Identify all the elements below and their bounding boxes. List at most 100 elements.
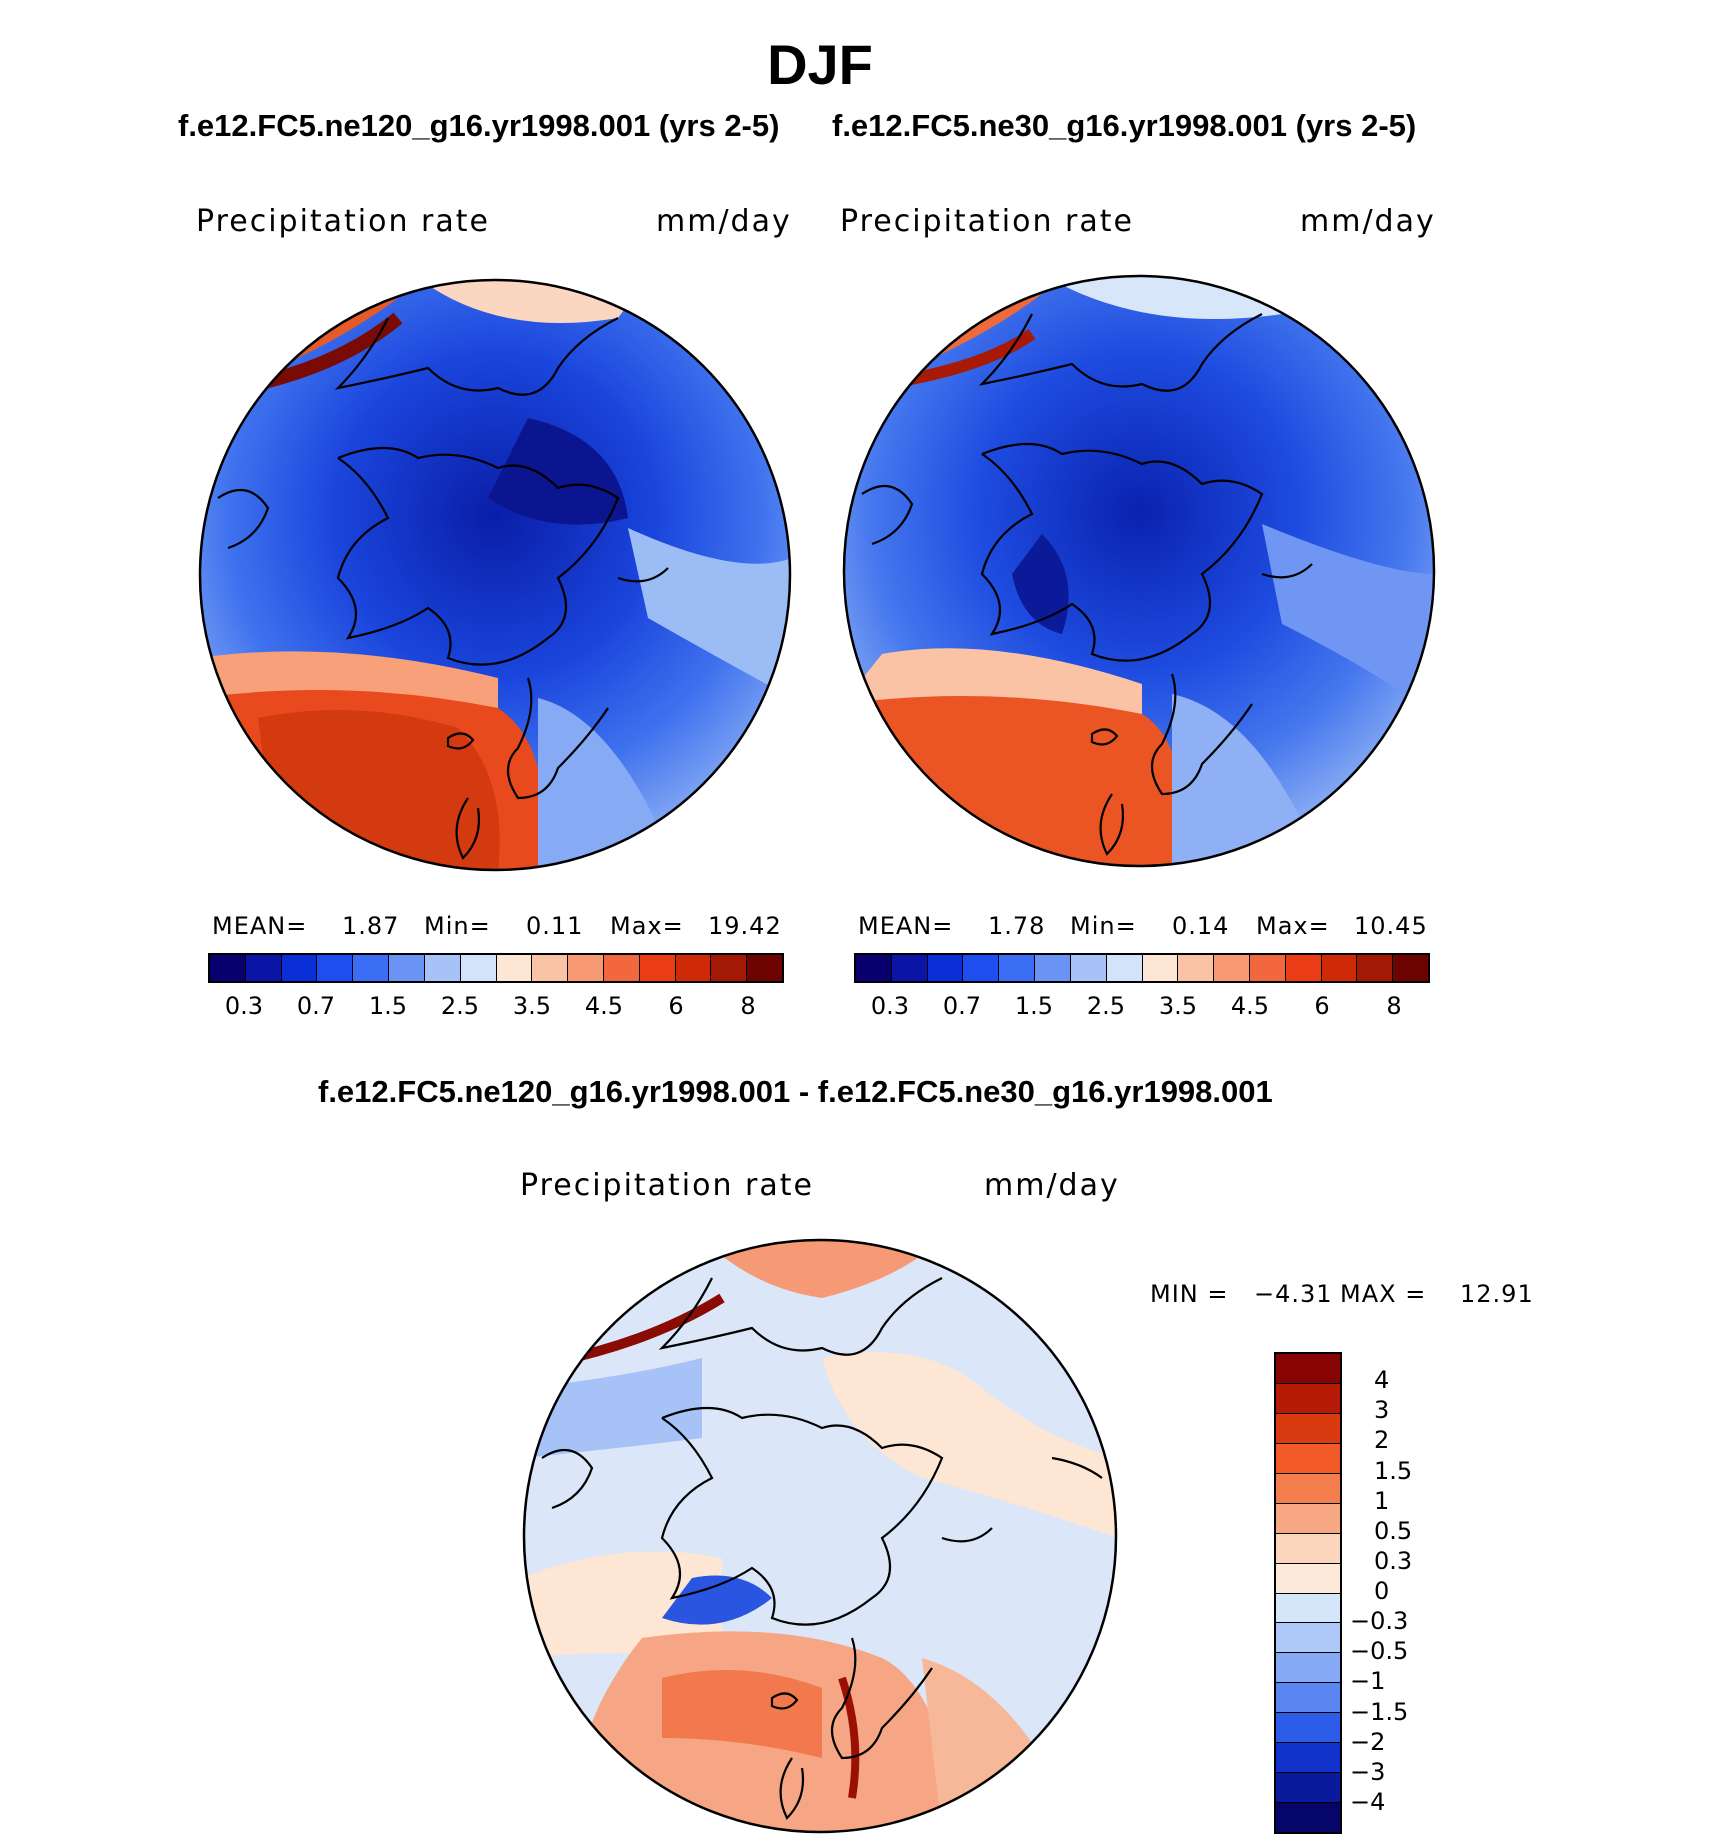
colorbar-tick-label: 2.5 bbox=[440, 992, 480, 1020]
colorbar-swatch bbox=[603, 955, 640, 981]
panel-2-units-label: mm/day bbox=[1300, 204, 1436, 239]
panel-2-colorbar-ticks: 0.3 0.7 1.5 2.5 3.5 4.5 6 8 bbox=[854, 992, 1430, 1022]
colorbar-swatch bbox=[1035, 955, 1071, 981]
coastlines bbox=[217, 317, 669, 860]
panel-1-mean-label: MEAN= bbox=[212, 912, 308, 940]
diff-min-value: −4.31 bbox=[1254, 1280, 1333, 1308]
colorbar-tick-label: 3.5 bbox=[512, 992, 552, 1020]
panel-2-colorbar bbox=[854, 953, 1430, 983]
colorbar-swatch bbox=[891, 955, 928, 981]
colorbar-tick-label: 0.3 bbox=[224, 992, 264, 1020]
colorbar-swatch bbox=[1178, 955, 1215, 981]
panel-2-mean-label: MEAN= bbox=[858, 912, 954, 940]
colorbar-swatch bbox=[1214, 955, 1250, 981]
colorbar-swatch bbox=[856, 955, 892, 981]
colorbar-swatch bbox=[1276, 1683, 1340, 1714]
colorbar-tick-label: −0.5 bbox=[1350, 1637, 1409, 1666]
colorbar-swatch bbox=[1276, 1773, 1340, 1804]
panel-1-mean-value: 1.87 bbox=[342, 912, 400, 940]
panel-2-variable-label: Precipitation rate bbox=[840, 204, 1134, 239]
colorbar-tick-label: 1.5 bbox=[1014, 992, 1054, 1020]
colorbar-tick-label: 0.7 bbox=[942, 992, 982, 1020]
figure-title: DJF bbox=[767, 33, 873, 96]
colorbar-swatch bbox=[496, 955, 533, 981]
colorbar-swatch bbox=[1070, 955, 1107, 981]
colorbar-swatch bbox=[389, 955, 425, 981]
colorbar-tick-label: 4 bbox=[1374, 1366, 1390, 1395]
colorbar-tick-label: 2.5 bbox=[1086, 992, 1126, 1020]
panel-2-min-label: Min= bbox=[1070, 912, 1137, 940]
diff-variable-label: Precipitation rate bbox=[520, 1168, 814, 1203]
colorbar-swatch bbox=[210, 955, 246, 981]
colorbar-swatch bbox=[1393, 955, 1428, 981]
panel-1-max-value: 19.42 bbox=[708, 912, 782, 940]
colorbar-swatch bbox=[532, 955, 569, 981]
diff-panel-title: f.e12.FC5.ne120_g16.yr1998.001 - f.e12.F… bbox=[318, 1074, 1273, 1109]
panel-1-polar-map bbox=[198, 278, 792, 872]
panel-2-mean-value: 1.78 bbox=[988, 912, 1046, 940]
colorbar-tick-label: 0 bbox=[1374, 1577, 1390, 1605]
colorbar-swatch bbox=[353, 955, 390, 981]
panel-2-max-label: Max= bbox=[1256, 912, 1330, 940]
colorbar-swatch bbox=[1276, 1803, 1340, 1832]
panel-1-variable-label: Precipitation rate bbox=[196, 204, 490, 239]
colorbar-swatch bbox=[1276, 1593, 1340, 1624]
colorbar-swatch bbox=[1276, 1653, 1340, 1684]
colorbar-swatch bbox=[460, 955, 497, 981]
colorbar-tick-label: 8 bbox=[1386, 992, 1402, 1020]
colorbar-tick-label: −2 bbox=[1350, 1727, 1386, 1756]
panel-1-case-title: f.e12.FC5.ne120_g16.yr1998.001 (yrs 2-5) bbox=[178, 108, 780, 143]
colorbar-swatch bbox=[568, 955, 604, 981]
colorbar-tick-label: 6 bbox=[668, 992, 684, 1020]
colorbar-tick-label: 4.5 bbox=[584, 992, 624, 1020]
colorbar-swatch bbox=[1276, 1443, 1340, 1474]
colorbar-swatch bbox=[245, 955, 282, 981]
colorbar-tick-label: 0.3 bbox=[1374, 1546, 1413, 1575]
colorbar-swatch bbox=[1276, 1503, 1340, 1534]
colorbar-tick-label: 8 bbox=[740, 992, 756, 1020]
colorbar-swatch bbox=[1276, 1623, 1340, 1654]
colorbar-tick-label: 0.7 bbox=[296, 992, 336, 1020]
diff-max-value: 12.91 bbox=[1460, 1280, 1534, 1308]
colorbar-swatch bbox=[1276, 1473, 1340, 1504]
panel-1-colorbar bbox=[208, 953, 784, 983]
colorbar-tick-label: 1.5 bbox=[368, 992, 408, 1020]
diff-colorbar-ticks: 4 3 2 1.5 1 0.5 0.3 0 −0.3 −0.5 −1 −1.5 −2 −3 −4 bbox=[1350, 1352, 1450, 1834]
colorbar-tick-label: 1 bbox=[1374, 1486, 1390, 1515]
panel-2-max-value: 10.45 bbox=[1354, 912, 1428, 940]
colorbar-tick-label: −1.5 bbox=[1350, 1697, 1409, 1726]
colorbar-swatch bbox=[1276, 1383, 1340, 1414]
colorbar-swatch bbox=[1276, 1354, 1340, 1384]
panel-1-min-label: Min= bbox=[424, 912, 491, 940]
colorbar-tick-label: 0.5 bbox=[1374, 1516, 1413, 1545]
colorbar-swatch bbox=[675, 955, 712, 981]
diff-min-label: MIN = bbox=[1150, 1280, 1229, 1308]
colorbar-tick-label: −1 bbox=[1350, 1667, 1386, 1696]
colorbar-tick-label: 1.5 bbox=[1374, 1456, 1413, 1485]
colorbar-swatch bbox=[747, 955, 782, 981]
colorbar-swatch bbox=[1276, 1713, 1340, 1744]
colorbar-tick-label: 6 bbox=[1314, 992, 1330, 1020]
colorbar-tick-label: 3.5 bbox=[1158, 992, 1198, 1020]
diff-colorbar bbox=[1274, 1352, 1342, 1834]
coastlines bbox=[541, 1277, 1103, 1820]
colorbar-swatch bbox=[1321, 955, 1358, 981]
colorbar-swatch bbox=[999, 955, 1036, 981]
colorbar-tick-label: 0.3 bbox=[870, 992, 910, 1020]
colorbar-tick-label: 2 bbox=[1374, 1426, 1390, 1455]
panel-1-units-label: mm/day bbox=[656, 204, 792, 239]
colorbar-swatch bbox=[1142, 955, 1179, 981]
panel-1-min-value: 0.11 bbox=[526, 912, 584, 940]
colorbar-tick-label: 3 bbox=[1374, 1396, 1390, 1425]
colorbar-tick-label: −4 bbox=[1350, 1787, 1386, 1816]
colorbar-swatch bbox=[424, 955, 461, 981]
colorbar-swatch bbox=[639, 955, 676, 981]
colorbar-swatch bbox=[1276, 1533, 1340, 1564]
diff-units-label: mm/day bbox=[984, 1168, 1120, 1203]
colorbar-swatch bbox=[711, 955, 748, 981]
coastlines bbox=[861, 313, 1313, 856]
colorbar-swatch bbox=[1285, 955, 1322, 981]
colorbar-swatch bbox=[963, 955, 1000, 981]
colorbar-swatch bbox=[281, 955, 318, 981]
panel-2-polar-map bbox=[842, 274, 1436, 868]
